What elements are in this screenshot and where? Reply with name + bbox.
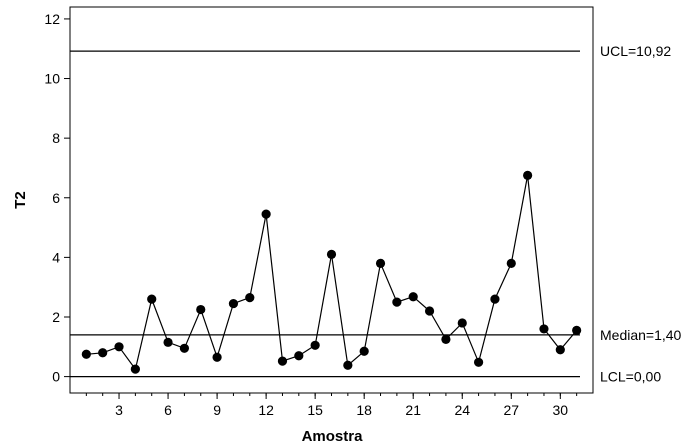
x-tick-label: 30 (553, 402, 569, 418)
data-point (457, 318, 467, 328)
data-point (130, 364, 140, 374)
data-point (490, 294, 500, 304)
reference-label: Median=1,40 (600, 327, 682, 343)
data-point (277, 356, 288, 366)
data-point (539, 324, 549, 334)
data-point (359, 346, 369, 356)
x-tick-label: 27 (503, 402, 519, 418)
y-tick-label: 2 (52, 309, 60, 325)
y-axis-title: T2 (12, 191, 29, 209)
data-point (245, 293, 255, 303)
x-tick-label: 9 (213, 402, 221, 418)
data-point (523, 170, 533, 181)
data-point (473, 357, 484, 367)
data-point (326, 249, 337, 259)
x-axis: 3 6 9 12 15 18 21 24 27 30 (85, 393, 578, 418)
data-point (424, 306, 435, 316)
reference-label: LCL=0,00 (600, 369, 661, 385)
y-tick-label: 10 (44, 71, 60, 87)
x-tick-label: 21 (405, 402, 421, 418)
series-line (86, 175, 578, 371)
reference-label: UCL=10,92 (600, 43, 671, 59)
x-tick-label: 3 (115, 402, 123, 418)
y-axis: 0 2 4 6 8 10 12 (44, 11, 70, 385)
data-point (114, 342, 124, 352)
data-point (212, 352, 222, 362)
x-tick-label: 18 (356, 402, 372, 418)
reference-lines: UCL=10,92 Median=1,40 LCL=0,00 (70, 43, 682, 385)
data-point (408, 292, 418, 302)
data-series (81, 170, 582, 374)
data-point (261, 209, 271, 219)
data-point (98, 348, 108, 358)
data-point (310, 340, 320, 350)
data-point (343, 360, 353, 370)
x-tick-label: 15 (307, 402, 323, 418)
x-tick-label: 24 (454, 402, 470, 418)
y-tick-label: 0 (52, 369, 60, 385)
data-point (163, 337, 173, 347)
data-point (506, 258, 516, 268)
data-point (228, 298, 239, 309)
data-point (441, 334, 451, 344)
data-point (555, 345, 565, 355)
y-tick-label: 8 (52, 130, 60, 146)
x-axis-title: Amostra (302, 428, 364, 445)
data-point (572, 325, 582, 336)
y-tick-label: 6 (52, 190, 60, 206)
data-point (294, 351, 304, 361)
y-tick-label: 4 (52, 249, 60, 265)
data-point (392, 297, 402, 307)
data-point (81, 349, 91, 359)
y-tick-label: 12 (44, 11, 60, 27)
x-tick-label: 12 (258, 402, 274, 418)
data-point (147, 294, 157, 304)
data-point (196, 304, 206, 315)
x-tick-label: 6 (164, 402, 172, 418)
data-point (179, 343, 190, 353)
data-point (375, 258, 386, 268)
